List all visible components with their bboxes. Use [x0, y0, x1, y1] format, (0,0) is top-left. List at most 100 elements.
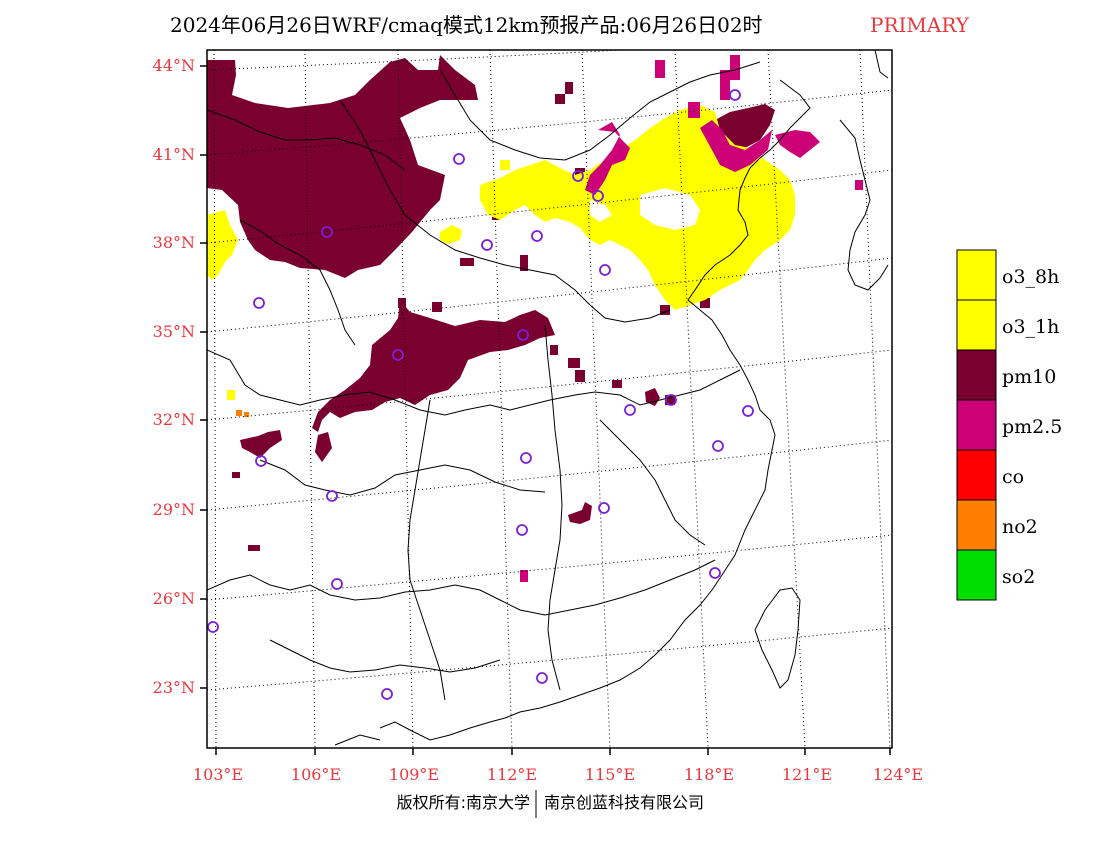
legend-swatch-pm10 — [956, 349, 997, 401]
pm25-region-east — [775, 130, 820, 158]
lat-label: 23°N — [153, 678, 195, 697]
map-frame — [206, 49, 893, 749]
lat-label: 41°N — [153, 145, 195, 164]
lon-label: 109°E — [389, 765, 439, 784]
station-marker — [536, 672, 548, 684]
legend-label-o3-8h: o3_8h — [1002, 266, 1059, 288]
o3-gaps — [590, 188, 700, 230]
lon-label: 124°E — [873, 765, 923, 784]
pm10-region-jiangsu — [645, 388, 660, 406]
pm10-region-northwest — [207, 55, 478, 278]
longitude-labels: 103°E 106°E 109°E 112°E 115°E 118°E 121°… — [193, 765, 923, 784]
lon-label: 112°E — [487, 765, 537, 784]
legend-label-so2: so2 — [1002, 566, 1035, 588]
taiwan — [754, 587, 801, 689]
lat-label: 44°N — [153, 56, 195, 75]
copyright-right: 南京创蓝科技有限公司 — [544, 793, 704, 812]
coastline-japan — [874, 50, 889, 79]
station-marker — [599, 264, 611, 276]
latitude-labels: 44°N 41°N 38°N 35°N 32°N 29°N 26°N 23°N — [153, 56, 195, 697]
station-marker — [592, 190, 604, 202]
station-marker — [665, 394, 677, 406]
copyright: 版权所有:南京大学 南京创蓝科技有限公司 — [397, 790, 704, 818]
boundary-d — [544, 324, 563, 691]
station-marker — [531, 230, 543, 242]
lon-label: 118°E — [684, 765, 734, 784]
boundary-a — [207, 349, 741, 416]
boundary-b — [207, 559, 716, 616]
pm25-region-beijing — [585, 122, 630, 195]
station-marker — [392, 349, 404, 361]
coastline — [379, 79, 811, 741]
boundary-h — [239, 219, 356, 346]
station-marker — [520, 452, 532, 464]
tick-marks — [200, 65, 891, 755]
lat-label: 29°N — [153, 500, 195, 519]
legend-label-pm25: pm2.5 — [1002, 416, 1062, 438]
copyright-left: 版权所有:南京大学 — [397, 793, 530, 812]
lon-label: 115°E — [585, 765, 635, 784]
station-marker — [453, 153, 465, 165]
boundary-e — [339, 99, 671, 323]
station-marker — [253, 297, 265, 309]
lon-label: 103°E — [193, 765, 243, 784]
station-marker — [516, 524, 528, 536]
primary-tag: PRIMARY — [870, 13, 970, 37]
station-marker — [624, 404, 636, 416]
station-marker — [331, 578, 343, 590]
pm10-region-central-tail — [315, 432, 332, 462]
no2-regions — [236, 410, 249, 417]
coastline-korea — [839, 119, 889, 291]
pm25-region-liaoning — [700, 120, 772, 172]
coastline-and-boundaries — [207, 50, 889, 746]
pm25-regions — [520, 55, 863, 582]
station-marker — [255, 455, 267, 467]
station-marker — [572, 170, 584, 182]
lat-label: 38°N — [153, 233, 195, 252]
boundary-f — [439, 61, 761, 161]
legend-label-co: co — [1002, 466, 1024, 488]
map-title: 2024年06月26日WRF/cmaq模式12km预报产品:06月26日02时 — [170, 13, 763, 37]
station-marker — [709, 567, 721, 579]
pm10-region-hunan — [568, 502, 592, 524]
legend-label-no2: no2 — [1002, 516, 1038, 538]
boundary-i — [259, 459, 546, 496]
legend-label-pm10: pm10 — [1002, 366, 1056, 388]
lon-label: 106°E — [291, 765, 341, 784]
lat-label: 35°N — [153, 322, 195, 341]
lon-label: 121°E — [782, 765, 832, 784]
station-marker — [729, 89, 741, 101]
boundary-c — [407, 399, 446, 701]
legend-swatch-o3-1h — [956, 299, 997, 351]
station-marker — [207, 621, 219, 633]
boundary-k — [269, 639, 501, 673]
pm10-region-sichuan — [240, 430, 282, 458]
stations — [207, 89, 754, 700]
legend-swatch-so2 — [956, 549, 997, 601]
map-area — [200, 49, 893, 755]
legend-swatch-co — [956, 449, 997, 501]
pm10-region-ne — [715, 104, 775, 150]
lat-label: 32°N — [153, 410, 195, 429]
station-marker — [321, 226, 333, 238]
station-marker — [598, 502, 610, 514]
graticule — [207, 50, 892, 748]
pm10-region-central — [312, 300, 555, 432]
hainan — [334, 734, 381, 746]
station-marker — [481, 239, 493, 251]
boundary-j — [599, 419, 706, 546]
station-marker — [381, 688, 393, 700]
station-marker — [712, 440, 724, 452]
legend-swatch-no2 — [956, 499, 997, 551]
legend: o3_8h o3_1h pm10 pm2.5 co no2 so2 — [956, 249, 1062, 601]
boundary-g — [207, 109, 406, 171]
station-marker — [742, 405, 754, 417]
station-marker — [326, 490, 338, 502]
station-marker — [517, 329, 529, 341]
o3-region-shanxi — [440, 225, 462, 244]
legend-swatch-pm25 — [956, 399, 997, 451]
legend-label-o3-1h: o3_1h — [1002, 316, 1059, 338]
lat-label: 26°N — [153, 589, 195, 608]
legend-swatch-o3-8h — [956, 249, 997, 301]
